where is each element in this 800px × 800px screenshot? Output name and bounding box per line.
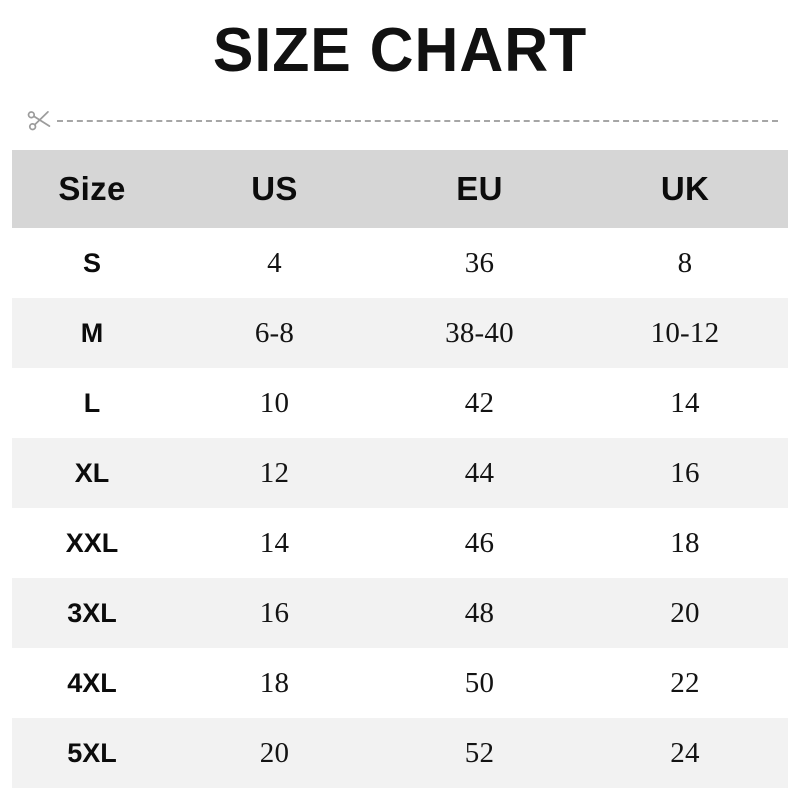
cell-uk: 22 — [670, 666, 700, 699]
column-header-uk: UK — [660, 170, 710, 207]
cell-us: 20 — [259, 736, 290, 769]
cell-us: 14 — [259, 526, 290, 559]
column-header-eu: EU — [456, 170, 503, 207]
cell-size: XL — [74, 457, 110, 488]
table-row: 5XL 20 52 24 — [12, 718, 788, 788]
cell-eu: 52 — [464, 736, 495, 769]
cell-size: M — [80, 317, 104, 348]
table-row: L 10 42 14 — [12, 368, 788, 438]
cell-size: 5XL — [67, 737, 117, 768]
table-row: 3XL 16 48 20 — [12, 578, 788, 648]
cell-us: 18 — [259, 666, 290, 699]
cell-size: L — [83, 387, 101, 418]
cell-us: 4 — [267, 246, 282, 279]
cell-size: 3XL — [67, 597, 117, 628]
cell-eu: 48 — [464, 596, 495, 629]
cell-eu: 50 — [464, 666, 495, 699]
table-header-row: Size US EU UK — [12, 150, 788, 228]
size-chart-table: Size US EU UK S 4 36 8 M 6-8 38-40 10-12… — [12, 150, 788, 788]
cell-eu: 42 — [464, 386, 495, 419]
cell-uk: 24 — [670, 736, 700, 769]
cell-uk: 14 — [670, 386, 700, 419]
table-row: XL 12 44 16 — [12, 438, 788, 508]
cut-line — [22, 103, 778, 137]
table-row: XXL 14 46 18 — [12, 508, 788, 578]
cell-us: 12 — [259, 456, 290, 489]
cell-us: 16 — [259, 596, 290, 629]
cell-eu: 36 — [464, 246, 495, 279]
table-row: 4XL 18 50 22 — [12, 648, 788, 718]
cell-uk: 16 — [670, 456, 700, 489]
cell-eu: 46 — [464, 526, 495, 559]
cell-size: S — [82, 247, 101, 278]
table-row: S 4 36 8 — [12, 228, 788, 298]
cell-uk: 8 — [677, 246, 693, 279]
page-title-container: SIZE CHART — [0, 20, 800, 82]
column-header-us: US — [251, 170, 298, 207]
scissors-icon — [20, 101, 57, 138]
table-header: Size US EU UK — [12, 150, 788, 228]
cut-dashed-line — [57, 119, 778, 122]
cell-us: 10 — [259, 386, 290, 419]
cell-uk: 10-12 — [650, 316, 720, 349]
cell-uk: 20 — [670, 596, 700, 629]
table-body: S 4 36 8 M 6-8 38-40 10-12 L 10 42 14 XL… — [12, 228, 788, 788]
cell-us: 6-8 — [254, 316, 295, 349]
cell-eu: 38-40 — [445, 316, 514, 349]
cell-eu: 44 — [464, 456, 495, 489]
table-row: M 6-8 38-40 10-12 — [12, 298, 788, 368]
cell-size: XXL — [65, 527, 119, 558]
column-header-size: Size — [58, 170, 126, 207]
page-title: SIZE CHART — [212, 16, 588, 85]
cell-uk: 18 — [670, 526, 700, 559]
cell-size: 4XL — [67, 667, 117, 698]
